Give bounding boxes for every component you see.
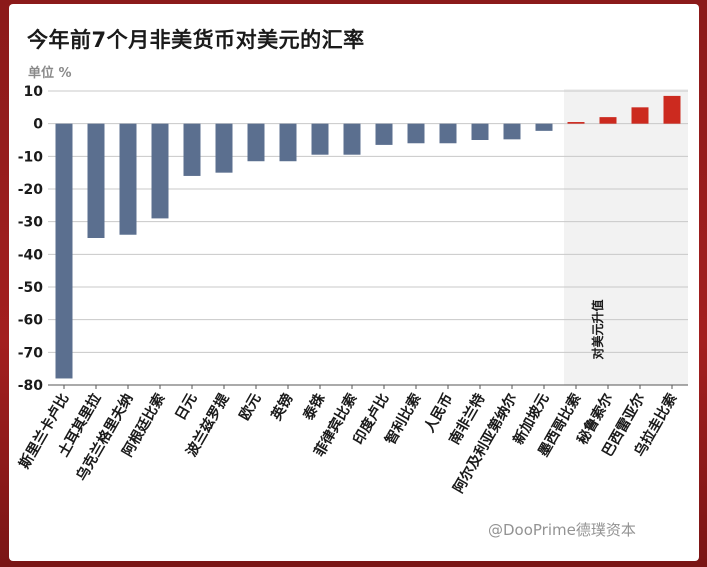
x-tick-label: 日元 [173, 391, 201, 423]
bar [87, 123, 105, 238]
y-unit-label: 单位 % [28, 66, 72, 81]
y-tick-label: -30 [18, 215, 44, 231]
x-tick-label: 欧元 [236, 391, 265, 424]
x-tick-label: 泰铢 [299, 390, 329, 424]
x-tick-label: 人民币 [421, 391, 457, 436]
y-tick-label: -40 [18, 247, 44, 263]
y-tick-label: 0 [33, 117, 43, 133]
bar [407, 123, 425, 144]
bar [375, 123, 393, 145]
y-tick-label: 10 [24, 84, 44, 100]
y-tick-label: -50 [18, 280, 44, 296]
y-tick-label: -10 [18, 149, 44, 165]
bar [439, 123, 457, 144]
bar [663, 95, 681, 124]
x-tick-label: 英镑 [267, 391, 296, 425]
bar [55, 123, 73, 379]
bar [535, 123, 553, 131]
watermark: @DooPrime德璞资本 [488, 521, 636, 539]
appreciation-region [564, 89, 688, 385]
y-tick-label: -60 [18, 313, 44, 329]
bar [151, 123, 169, 219]
y-tick-label: -80 [18, 378, 44, 394]
annotation-label: 对美元升值 [590, 299, 605, 359]
chart-title: 今年前7个月非美货币对美元的汇率 [27, 28, 365, 52]
bar [247, 123, 265, 162]
bar [599, 117, 617, 124]
bar [471, 123, 489, 140]
bar [215, 123, 233, 173]
bar [503, 123, 521, 140]
bar [343, 123, 361, 155]
bar [567, 122, 585, 124]
bar [183, 123, 201, 176]
y-tick-label: -70 [18, 345, 44, 361]
bar [279, 123, 297, 162]
bar [311, 123, 329, 155]
bar [631, 107, 649, 124]
x-tick-label: 斯里兰卡卢比 [16, 391, 73, 472]
bar [119, 123, 137, 235]
y-tick-label: -20 [18, 182, 44, 198]
